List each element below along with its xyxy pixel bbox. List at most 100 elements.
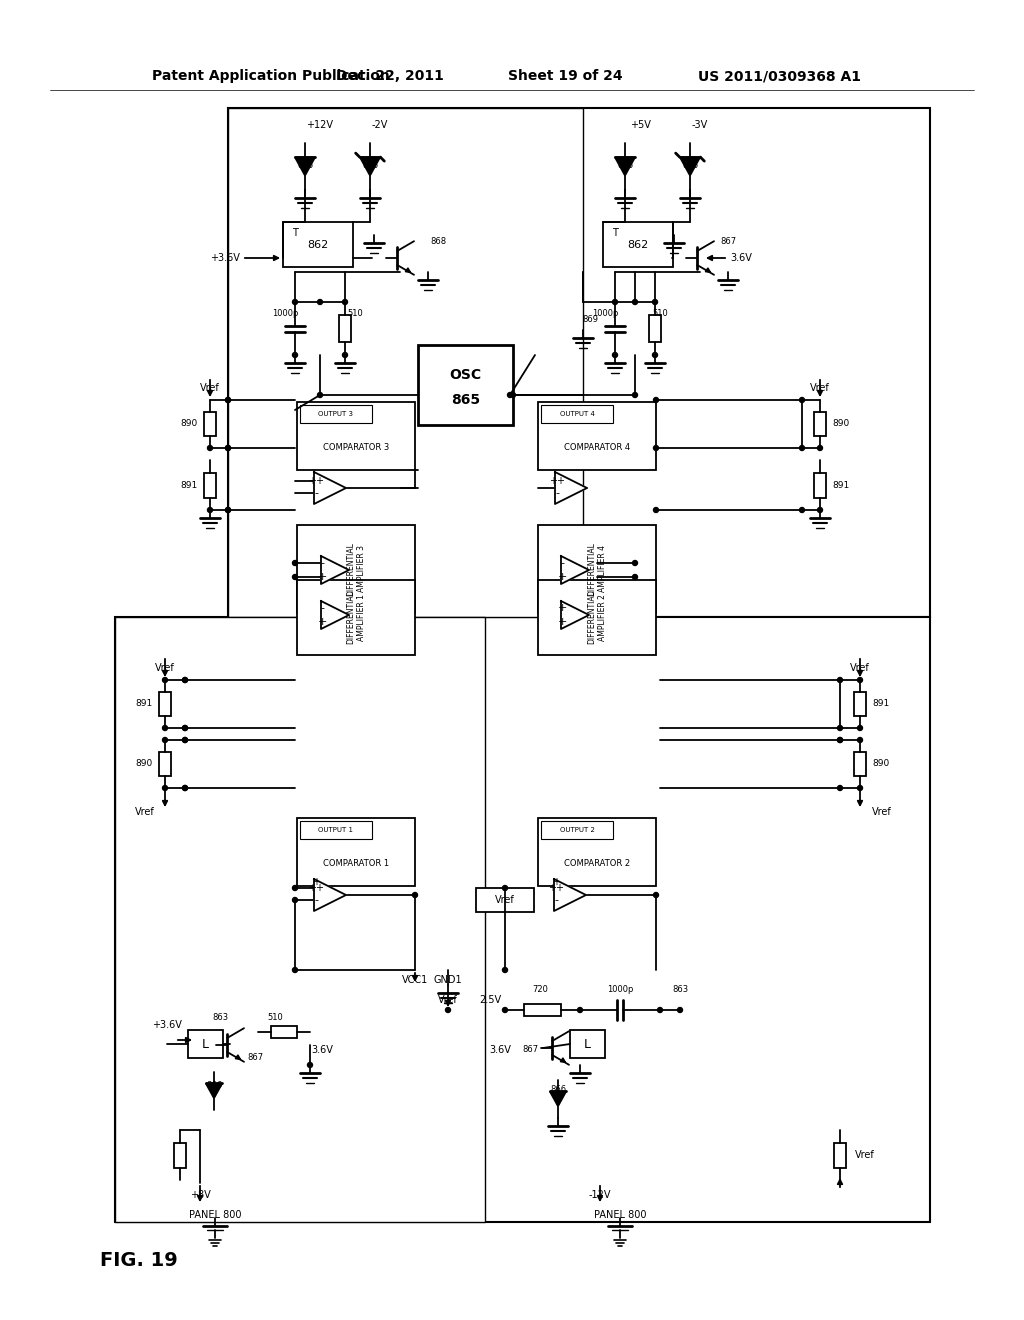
Text: 862: 862: [628, 240, 648, 249]
Text: COMPARATOR 4: COMPARATOR 4: [564, 442, 630, 451]
Polygon shape: [206, 1084, 222, 1098]
Circle shape: [653, 507, 658, 512]
Text: -12V: -12V: [589, 1191, 611, 1200]
Circle shape: [633, 574, 638, 579]
Circle shape: [317, 392, 323, 397]
Bar: [339, 315, 351, 342]
Bar: [603, 222, 673, 267]
Bar: [476, 888, 534, 912]
Text: Vref: Vref: [872, 807, 892, 817]
Circle shape: [511, 392, 515, 397]
Text: 866: 866: [361, 161, 378, 169]
Text: Vref: Vref: [155, 663, 175, 673]
Circle shape: [293, 561, 298, 565]
Polygon shape: [554, 879, 586, 911]
Bar: [541, 405, 613, 422]
Text: 510: 510: [347, 309, 362, 318]
Polygon shape: [561, 601, 589, 630]
Circle shape: [307, 1063, 312, 1068]
Text: Dec. 22, 2011: Dec. 22, 2011: [336, 69, 444, 83]
Text: 3.6V: 3.6V: [730, 253, 752, 263]
Text: 891: 891: [136, 700, 153, 709]
Circle shape: [293, 968, 298, 973]
Circle shape: [413, 892, 418, 898]
Bar: [854, 692, 866, 715]
Bar: [538, 579, 656, 655]
Bar: [541, 821, 613, 840]
Circle shape: [208, 446, 213, 450]
Text: 891: 891: [872, 700, 889, 709]
Bar: [814, 473, 826, 498]
Text: 866: 866: [616, 161, 633, 169]
Bar: [228, 108, 930, 616]
Text: +8V: +8V: [189, 1191, 210, 1200]
Text: 869: 869: [582, 315, 598, 325]
Text: 3.6V: 3.6V: [489, 1045, 511, 1055]
Text: ++: ++: [308, 477, 324, 486]
Text: -2V: -2V: [372, 120, 388, 129]
Circle shape: [342, 300, 347, 305]
Circle shape: [293, 898, 298, 903]
Circle shape: [633, 300, 638, 305]
Circle shape: [293, 352, 298, 358]
Bar: [814, 412, 826, 436]
Circle shape: [838, 738, 843, 742]
Circle shape: [163, 677, 168, 682]
Circle shape: [225, 397, 230, 403]
Circle shape: [838, 726, 843, 730]
Text: -: -: [555, 488, 559, 498]
Text: +5V: +5V: [630, 120, 650, 129]
Bar: [115, 616, 485, 1222]
Text: 3.6V: 3.6V: [311, 1045, 333, 1055]
Polygon shape: [550, 1092, 566, 1106]
Text: DIFFERENTIAL
AMPLIFIER 4: DIFFERENTIAL AMPLIFIER 4: [588, 543, 606, 595]
Polygon shape: [555, 473, 587, 504]
Bar: [538, 525, 656, 612]
Bar: [188, 1030, 223, 1059]
Circle shape: [652, 352, 657, 358]
Text: ++: ++: [308, 883, 324, 894]
Circle shape: [578, 1007, 583, 1012]
Circle shape: [652, 300, 657, 305]
Text: 890: 890: [136, 759, 153, 768]
Text: -: -: [560, 558, 564, 568]
Circle shape: [800, 507, 805, 512]
Circle shape: [857, 677, 862, 682]
Text: 890: 890: [181, 420, 198, 429]
Text: +3.6V: +3.6V: [152, 1020, 182, 1030]
Text: Vref: Vref: [496, 895, 515, 906]
Text: 866: 866: [682, 161, 698, 169]
Text: Patent Application Publication: Patent Application Publication: [152, 69, 390, 83]
Text: 1000p: 1000p: [592, 309, 618, 318]
Text: Vref: Vref: [200, 383, 220, 393]
Text: L: L: [202, 1038, 209, 1051]
Text: 866: 866: [206, 1081, 222, 1089]
Text: +: +: [552, 876, 560, 887]
Text: 2.5V: 2.5V: [479, 995, 501, 1005]
Text: Vref: Vref: [135, 807, 155, 817]
Text: Sheet 19 of 24: Sheet 19 of 24: [508, 69, 623, 83]
Circle shape: [182, 677, 187, 682]
Text: +: +: [557, 603, 566, 612]
Text: ++: ++: [548, 883, 564, 894]
Text: 1000p: 1000p: [271, 309, 298, 318]
Bar: [297, 818, 415, 886]
Circle shape: [317, 300, 323, 305]
Circle shape: [503, 886, 508, 891]
Circle shape: [225, 507, 230, 512]
Bar: [297, 403, 415, 470]
Bar: [523, 1005, 561, 1016]
Circle shape: [612, 300, 617, 305]
Circle shape: [800, 397, 805, 403]
Text: +: +: [317, 616, 327, 627]
Circle shape: [225, 446, 230, 450]
Circle shape: [857, 726, 862, 730]
Circle shape: [163, 785, 168, 791]
Circle shape: [817, 446, 822, 450]
Text: 865: 865: [451, 393, 480, 407]
Text: OUTPUT 3: OUTPUT 3: [318, 411, 353, 417]
Circle shape: [857, 785, 862, 791]
Text: -: -: [314, 488, 318, 498]
Bar: [159, 752, 171, 776]
Text: T: T: [292, 228, 298, 238]
